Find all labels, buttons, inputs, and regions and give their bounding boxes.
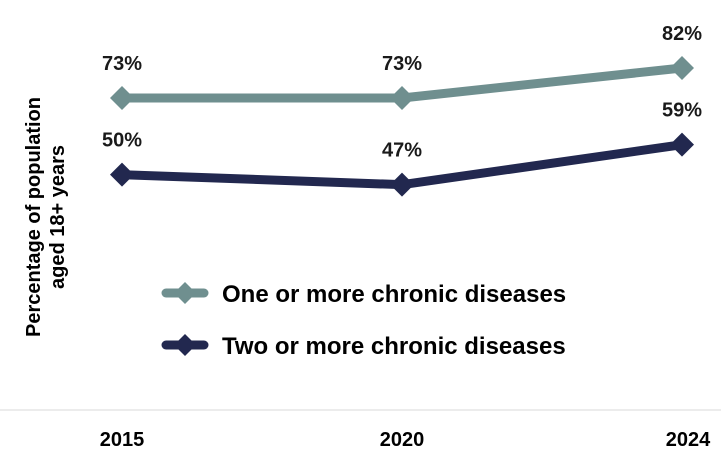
data-point-marker: [110, 162, 134, 187]
series-1: 73% 73% 82%: [102, 23, 702, 110]
data-point-marker: [670, 56, 694, 80]
x-tick-label: 2020: [380, 429, 425, 451]
data-label: 73%: [102, 53, 142, 75]
data-label: 73%: [382, 53, 422, 75]
data-point-marker: [110, 86, 134, 110]
data-label: 50%: [102, 130, 142, 152]
data-label: 47%: [382, 140, 422, 162]
y-axis-title-line-1: Percentage of population: [23, 97, 45, 337]
legend-label: Two or more chronic diseases: [222, 333, 566, 360]
legend-swatch-marker: [174, 334, 196, 356]
legend-label: One or more chronic diseases: [222, 281, 566, 308]
x-tick-label: 2024: [666, 429, 711, 451]
data-point-marker: [390, 172, 414, 197]
legend-item-2: Two or more chronic diseases: [161, 333, 566, 360]
data-point-marker: [670, 132, 694, 157]
x-tick-label: 2015: [100, 429, 145, 451]
y-axis-title: Percentage of population aged 18+ years: [23, 97, 69, 337]
legend-item-1: One or more chronic diseases: [161, 281, 566, 308]
legend: One or more chronic diseases Two or more …: [161, 281, 566, 360]
data-label: 82%: [662, 23, 702, 45]
x-axis-ticks: 2015 2020 2024: [100, 429, 711, 451]
data-point-marker: [390, 86, 414, 110]
series-layer: 73% 73% 82% 50% 47% 59%: [102, 23, 702, 197]
series-2: 50% 47% 59%: [102, 100, 702, 197]
y-axis-title-line-2: aged 18+ years: [47, 145, 69, 289]
data-label: 59%: [662, 100, 702, 122]
legend-swatch-marker: [174, 282, 196, 304]
